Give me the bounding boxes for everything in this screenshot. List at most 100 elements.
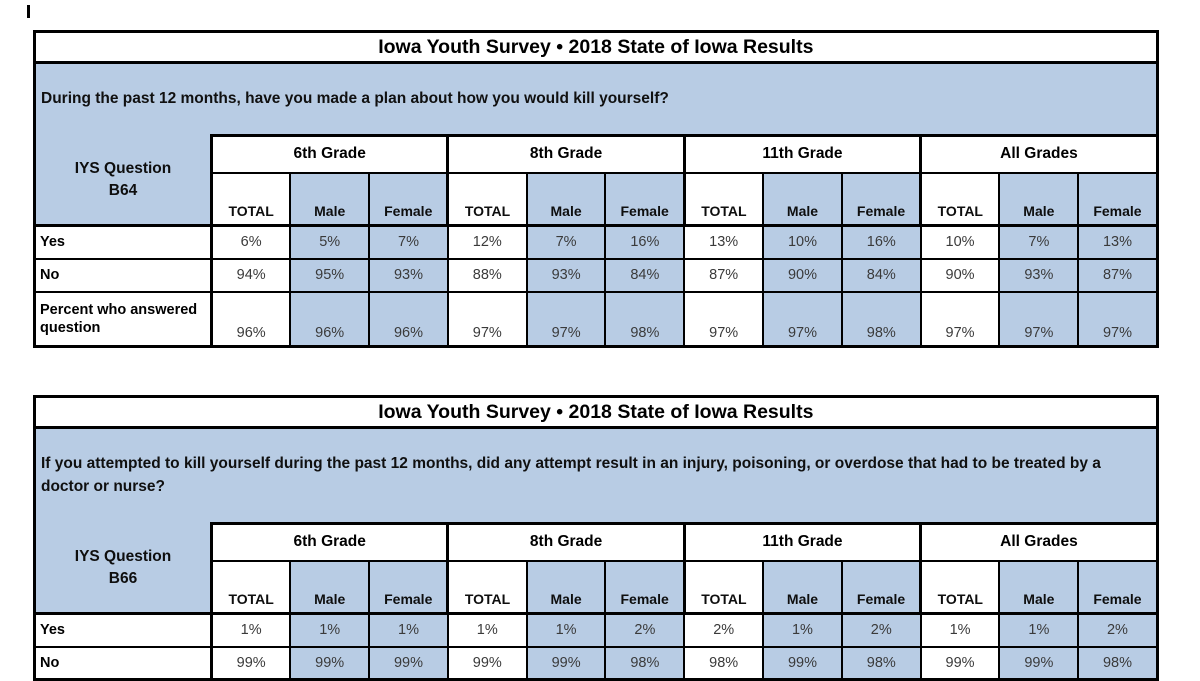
- data-cell: 1%: [762, 612, 843, 648]
- data-cell: 7%: [368, 224, 449, 260]
- data-cell: 88%: [446, 257, 528, 293]
- sub-column-header: Female: [368, 171, 449, 227]
- table-title: Iowa Youth Survey • 2018 State of Iowa R…: [34, 396, 1158, 429]
- data-cell: 98%: [604, 645, 686, 681]
- data-cell: 1%: [210, 612, 292, 648]
- data-cell: 2%: [604, 612, 686, 648]
- data-cell: 96%: [289, 290, 371, 348]
- data-cell: 10%: [762, 224, 843, 260]
- data-cell: 1%: [446, 612, 528, 648]
- title-row: Iowa Youth Survey • 2018 State of Iowa R…: [34, 31, 1158, 64]
- sub-column-header: TOTAL: [919, 171, 1001, 227]
- data-cell: 84%: [840, 257, 922, 293]
- data-cell: 2%: [840, 612, 922, 648]
- data-cell: 2%: [683, 612, 765, 648]
- grade-header-row: IYS Question B66 6th Grade 8th Grade 11th Gr…: [34, 522, 1159, 615]
- data-cell: 13%: [1077, 224, 1159, 260]
- data-cell: 84%: [604, 257, 686, 293]
- sub-header-row: TOTAL Male Female TOTAL Male Female TOTAL Male F…: [35, 171, 1159, 227]
- data-cell: 7%: [525, 224, 607, 260]
- grade-group-header: 11th Grade: [682, 522, 923, 562]
- data-cell: 97%: [525, 290, 607, 348]
- question-id-line2: B66: [108, 569, 138, 587]
- sub-column-header: TOTAL: [919, 559, 1001, 615]
- table-title: Iowa Youth Survey • 2018 State of Iowa R…: [34, 31, 1158, 64]
- data-row: Yes 1% 1% 1% 1% 1% 2% 2% 1% 2% 1% 1% 2%: [33, 612, 1159, 648]
- grade-group-header: 6th Grade: [209, 134, 450, 174]
- grade-group-header: 6th Grade: [209, 522, 450, 562]
- question-id-cell: IYS Question B64: [34, 135, 213, 227]
- sub-column-header: TOTAL: [446, 171, 528, 227]
- sub-column-header: Female: [840, 559, 922, 615]
- data-cell: 1%: [525, 612, 607, 648]
- sub-column-header: TOTAL: [682, 171, 765, 227]
- grade-group-header: All Grades: [919, 134, 1159, 174]
- data-cell: 90%: [762, 257, 843, 293]
- data-cell: 1%: [289, 612, 371, 648]
- data-row: No 94% 95% 93% 88% 93% 84% 87% 90% 84% 90% 93% 87%: [33, 257, 1159, 293]
- data-cell: 98%: [840, 290, 922, 348]
- survey-question: If you attempted to kill yourself during…: [34, 427, 1158, 524]
- sub-column-header: Female: [1077, 559, 1159, 615]
- data-cell: 96%: [368, 290, 449, 348]
- data-cell: 97%: [1077, 290, 1159, 348]
- data-cell: 2%: [1077, 612, 1159, 648]
- data-cell: 97%: [762, 290, 843, 348]
- data-cell: 1%: [919, 612, 1001, 648]
- survey-table-b64: Iowa Youth Survey • 2018 State of Iowa R…: [33, 30, 1159, 348]
- page-edge-artifact: [27, 5, 30, 18]
- data-cell: 98%: [604, 290, 686, 348]
- sub-column-header: Male: [762, 559, 843, 615]
- data-cell: 93%: [368, 257, 449, 293]
- sub-column-header: TOTAL: [210, 171, 292, 227]
- data-cell: 94%: [210, 257, 292, 293]
- data-cell: 87%: [1077, 257, 1159, 293]
- row-label: No: [33, 257, 213, 293]
- data-cell: 1%: [368, 612, 449, 648]
- sub-column-header: Male: [998, 171, 1080, 227]
- grade-group-header: 11th Grade: [682, 134, 923, 174]
- data-cell: 12%: [446, 224, 528, 260]
- row-label: Percent who answered question: [33, 290, 213, 348]
- sub-column-header: Male: [762, 171, 843, 227]
- grade-header-row: IYS Question B64 6th Grade 8th Grade 11th Gr…: [34, 134, 1159, 227]
- data-cell: 97%: [998, 290, 1080, 348]
- sub-column-header: Female: [1077, 171, 1159, 227]
- sub-column-header: Female: [368, 559, 449, 615]
- data-cell: 90%: [919, 257, 1001, 293]
- data-cell: 97%: [446, 290, 528, 348]
- question-id-line1: IYS Question: [74, 160, 172, 178]
- sub-column-header: Male: [998, 559, 1080, 615]
- survey-table-b66: Iowa Youth Survey • 2018 State of Iowa R…: [33, 395, 1159, 681]
- data-row: Percent who answered question 96% 96% 96% 97…: [33, 290, 1159, 348]
- survey-question: During the past 12 months, have you made…: [34, 62, 1158, 136]
- question-row: If you attempted to kill yourself during…: [34, 427, 1158, 524]
- sub-column-header: Female: [604, 559, 686, 615]
- question-id-line2: B64: [108, 181, 138, 199]
- data-cell: 95%: [289, 257, 371, 293]
- data-row: Yes 6% 5% 7% 12% 7% 16% 13% 10% 16% 10% 7% 13%: [33, 224, 1159, 260]
- sub-column-header: Male: [289, 171, 371, 227]
- data-cell: 13%: [683, 224, 765, 260]
- data-cell: 5%: [289, 224, 371, 260]
- data-cell: 10%: [919, 224, 1001, 260]
- data-cell: 87%: [683, 257, 765, 293]
- row-label: Yes: [33, 224, 213, 260]
- sub-column-header: Female: [840, 171, 922, 227]
- question-id-line1: IYS Question: [74, 548, 172, 566]
- data-cell: 16%: [604, 224, 686, 260]
- data-cell: 93%: [525, 257, 607, 293]
- sub-column-header: TOTAL: [446, 559, 528, 615]
- sub-column-header: TOTAL: [210, 559, 292, 615]
- data-cell: 96%: [210, 290, 292, 348]
- data-cell: 16%: [840, 224, 922, 260]
- sub-header-row: TOTAL Male Female TOTAL Male Female TOTAL Male F…: [35, 559, 1159, 615]
- data-cell: 6%: [210, 224, 292, 260]
- grade-group-header: 8th Grade: [446, 134, 686, 174]
- question-id-cell: IYS Question B66: [34, 523, 213, 615]
- sub-column-header: Male: [289, 559, 371, 615]
- data-cell: 1%: [998, 612, 1080, 648]
- data-cell: 99%: [210, 645, 292, 681]
- grade-group-header: All Grades: [919, 522, 1159, 562]
